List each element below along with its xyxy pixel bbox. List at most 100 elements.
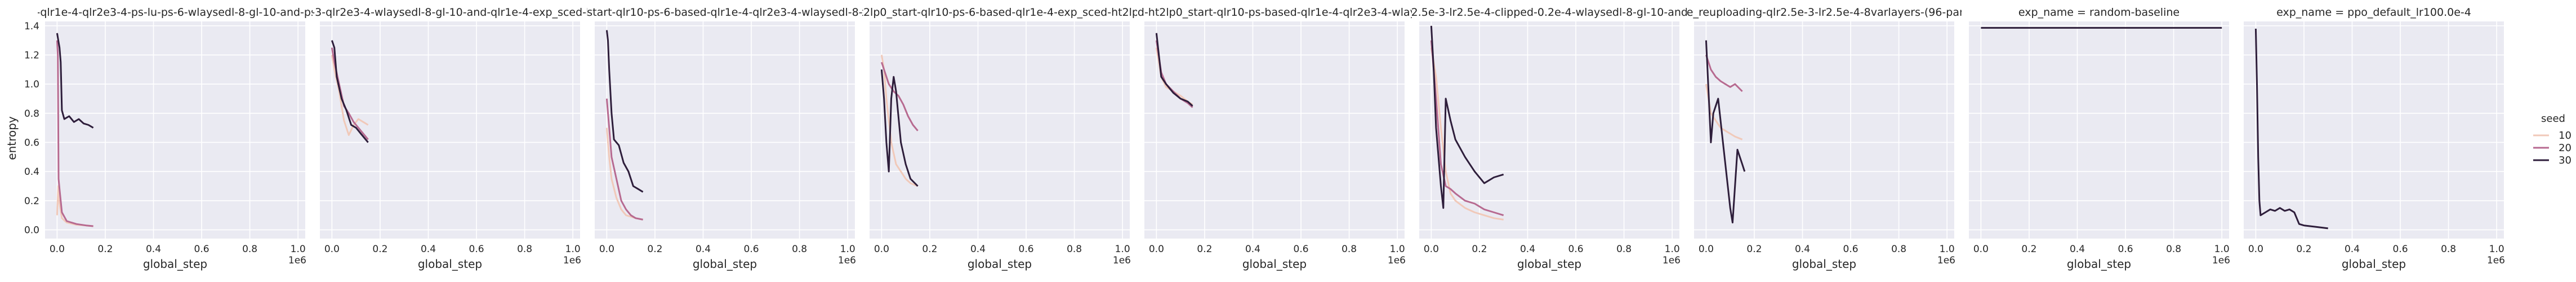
panel-title: simple_reuploading-exp_sced-ht2lp0_start… <box>385 6 1064 19</box>
x-offset-label: 1e6 <box>838 255 856 266</box>
x-axis-label: global_step <box>968 257 1032 271</box>
x-tick-label: 1.0 <box>840 244 855 255</box>
y-tick-label: 0.0 <box>24 224 39 236</box>
x-tick-label: 0.8 <box>242 244 257 255</box>
x-tick-label: 0.6 <box>194 244 210 255</box>
panel-title: simple_reuploading-qlr2.5e-3-lr2.5e-4-cl… <box>1289 6 1810 19</box>
y-tick-label: 1.4 <box>24 21 39 32</box>
series-line-seed-20 <box>1705 54 1743 92</box>
series-line-seed-30 <box>1705 40 1746 224</box>
legend-label: 10 <box>2559 130 2571 142</box>
x-axis-label: global_step <box>1517 257 1581 271</box>
x-tick-label: 0.6 <box>469 244 484 255</box>
facet-panel: 0.0 0.2 0.4 0.6 0.8 1.01e6global_stepsimple_r… <box>1687 6 1962 271</box>
plot-background <box>45 21 305 239</box>
x-tick-label: 0.0 <box>1149 244 1164 255</box>
x-offset-label: 1e6 <box>288 255 306 266</box>
series-line-seed-30 <box>1430 25 1504 209</box>
y-axis-label: entropy <box>5 116 19 160</box>
x-tick-label: 0.4 <box>2345 244 2360 255</box>
x-tick-label: 0.0 <box>2248 244 2263 255</box>
panel-title: exp_name = ppo_default_lr100.0e-4 <box>2276 6 2471 19</box>
x-axis-label: global_step <box>2342 257 2406 271</box>
facet-panel: 0.0 0.2 0.4 0.6 0.8 1.0 1.2 1.4 0.0 0.2 0.4 0.6 0.8 1… <box>0 6 625 271</box>
x-tick-label: 0.8 <box>2166 244 2181 255</box>
plot-background <box>1694 21 1954 239</box>
y-tick-label: 0.8 <box>24 108 39 120</box>
x-tick-label: 0.4 <box>1245 244 1260 255</box>
x-offset-label: 1e6 <box>2487 255 2505 266</box>
x-axis-label: global_step <box>1242 257 1307 271</box>
x-tick-label: 0.0 <box>599 244 614 255</box>
panel-title: simple_reuploading-exp_sced-ht2lp0_start… <box>0 6 625 19</box>
facet-panel: 0.0 0.2 0.4 0.6 0.8 1.01e6global_stepsimple_r… <box>385 6 1064 271</box>
x-tick-label: 0.8 <box>1342 244 1357 255</box>
facet-panel: 0.0 0.2 0.4 0.6 0.8 1.01e6global_stepsimple_r… <box>313 6 587 271</box>
x-tick-label: 0.2 <box>97 244 113 255</box>
x-axis-label: global_step <box>2067 257 2131 271</box>
series-line-seed-10 <box>1430 47 1504 221</box>
legend-label: 30 <box>2559 155 2571 166</box>
series-line-seed-30 <box>1155 33 1193 107</box>
facet-panel: 0.0 0.2 0.4 0.6 0.8 1.01e6global_stepsimple_r… <box>986 6 1562 271</box>
x-tick-label: 1.0 <box>1115 244 1130 255</box>
panel-title: simple_reuploading-exp_sced-ht2lp0_start… <box>986 6 1562 19</box>
plot-background <box>320 21 580 239</box>
plot-background <box>1144 21 1405 239</box>
x-axis-label: global_step <box>693 257 757 271</box>
x-offset-label: 1e6 <box>1113 255 1131 266</box>
x-tick-label: 0.6 <box>744 244 759 255</box>
series-line-seed-30 <box>2254 28 2328 230</box>
x-tick-label: 0.8 <box>792 244 807 255</box>
x-axis-label: global_step <box>1792 257 1856 271</box>
x-tick-label: 0.6 <box>1019 244 1034 255</box>
x-tick-label: 0.6 <box>1568 244 1584 255</box>
x-tick-label: 0.4 <box>1520 244 1535 255</box>
facet-panel: 0.0 0.2 0.4 0.6 0.8 1.01e6global_stepsimple_r… <box>690 6 1309 271</box>
plot-background <box>870 21 1130 239</box>
x-tick-label: 0.8 <box>1616 244 1632 255</box>
x-tick-label: 1.0 <box>2489 244 2504 255</box>
x-tick-label: 0.0 <box>50 244 65 255</box>
x-tick-label: 1.0 <box>291 244 306 255</box>
series-line-seed-10 <box>1705 83 1743 140</box>
x-tick-label: 0.2 <box>2021 244 2036 255</box>
x-tick-label: 0.4 <box>1795 244 1810 255</box>
y-tick-label: 0.4 <box>24 166 39 178</box>
plot-background <box>1969 21 2229 239</box>
series-line-seed-10 <box>880 55 919 187</box>
x-tick-label: 1.0 <box>1390 244 1405 255</box>
x-tick-label: 0.2 <box>1472 244 1487 255</box>
panel-title: simple_reuploading-exp_sced-ht2lp0_start… <box>690 6 1309 19</box>
x-tick-label: 1.0 <box>1940 244 1955 255</box>
x-tick-label: 0.8 <box>1067 244 1082 255</box>
x-tick-label: 0.0 <box>324 244 340 255</box>
y-tick-label: 0.2 <box>24 196 39 207</box>
x-tick-label: 0.0 <box>1424 244 1439 255</box>
legend-title: seed <box>2541 113 2565 125</box>
x-tick-label: 0.0 <box>1699 244 1714 255</box>
legend-label: 20 <box>2559 142 2571 154</box>
x-tick-label: 0.2 <box>372 244 387 255</box>
x-tick-label: 0.8 <box>1891 244 1906 255</box>
x-offset-label: 1e6 <box>563 255 581 266</box>
facet-panel: 0.0 0.2 0.4 0.6 0.8 1.01e6global_stepsimple_r… <box>1289 6 1810 271</box>
x-offset-label: 1e6 <box>2212 255 2230 266</box>
x-tick-label: 0.4 <box>696 244 711 255</box>
x-tick-label: 0.2 <box>1746 244 1762 255</box>
x-tick-label: 0.4 <box>421 244 436 255</box>
series-line-seed-30 <box>880 69 919 187</box>
series-line-seed-20 <box>605 98 643 221</box>
x-tick-label: 0.0 <box>874 244 889 255</box>
x-offset-label: 1e6 <box>1937 255 1955 266</box>
x-tick-label: 0.8 <box>517 244 532 255</box>
x-tick-label: 0.6 <box>1294 244 1309 255</box>
y-tick-label: 1.2 <box>24 50 39 61</box>
x-tick-label: 0.2 <box>1197 244 1212 255</box>
x-tick-label: 0.6 <box>1843 244 1859 255</box>
x-tick-label: 0.2 <box>922 244 937 255</box>
panel-title: exp_name = random-baseline <box>2018 6 2180 19</box>
